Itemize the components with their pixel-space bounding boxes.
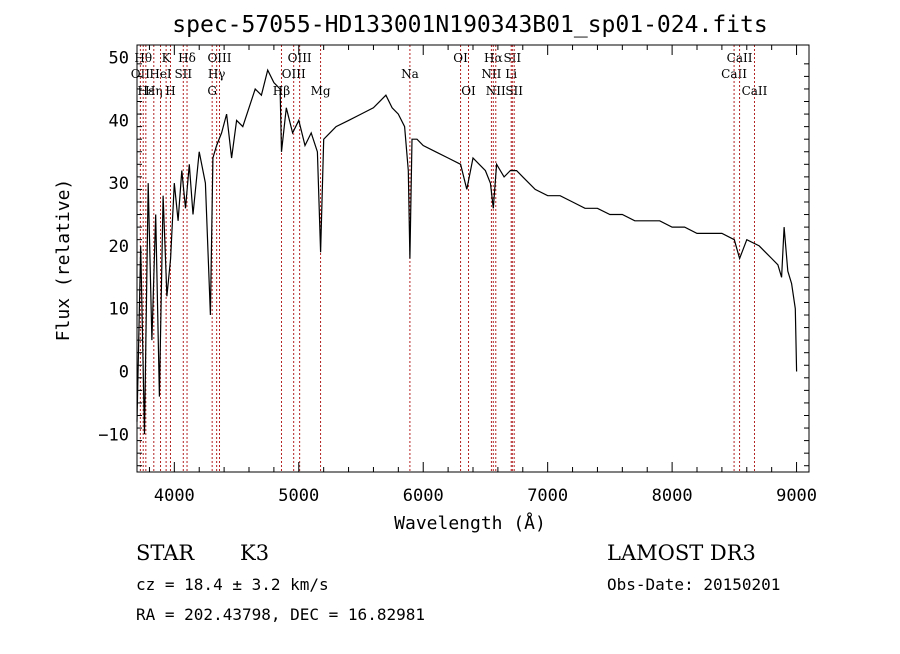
y-tick-label: 30 [109, 174, 129, 194]
line-label: CaII [742, 84, 768, 98]
x-tick-label: 6000 [403, 486, 444, 506]
line-label: OII [131, 67, 151, 81]
line-label: Na [401, 67, 419, 81]
plot-frame [136, 44, 810, 473]
survey-name: LAMOST DR3 [607, 541, 756, 565]
y-axis-label: Flux (relative) [53, 179, 74, 342]
x-axis: 4000 5000 6000 7000 8000 9000 [148, 45, 817, 506]
chart-title: spec-57055-HD133001N190343B01_sp01-024.f… [172, 12, 767, 38]
line-label: HeI [149, 67, 172, 81]
line-label: CaII [721, 67, 747, 81]
line-label: SII [505, 84, 523, 98]
y-tick-label: 40 [109, 111, 129, 131]
x-tick-label: 9000 [776, 486, 817, 506]
y-tick-label: 0 [119, 363, 129, 383]
line-label: G [207, 84, 217, 98]
object-class: STAR [136, 541, 195, 565]
x-tick-label: 5000 [278, 486, 319, 506]
line-label: Hθ [134, 51, 152, 65]
line-label: Hε [137, 84, 154, 98]
y-tick-label: 10 [109, 300, 129, 320]
y-tick-label: −10 [98, 425, 129, 445]
line-label: Hα [484, 51, 503, 65]
line-label: K [162, 51, 172, 65]
line-label: SII [174, 67, 192, 81]
object-subclass: K3 [240, 541, 269, 565]
x-tick-label: 4000 [154, 486, 195, 506]
line-label: Hβ [273, 84, 290, 98]
x-tick-label: 7000 [527, 486, 568, 506]
line-label: SII [503, 51, 521, 65]
x-tick-label: 8000 [652, 486, 693, 506]
line-label: Hη [145, 84, 163, 98]
line-label: OIII [207, 51, 231, 65]
observation-date: Obs-Date: 20150201 [607, 575, 780, 594]
line-label: OIII [282, 67, 306, 81]
line-label: H [165, 84, 175, 98]
ra-dec-coordinates: RA = 202.43798, DEC = 16.82981 [136, 605, 425, 624]
x-axis-label: Wavelength (Å) [394, 512, 546, 534]
y-tick-label: 20 [109, 237, 129, 257]
spectrum-series [136, 68, 798, 435]
spectrum-line [136, 68, 798, 435]
line-label: CaII [727, 51, 753, 65]
y-tick-label: 50 [109, 49, 129, 69]
line-label: NII [486, 84, 506, 98]
line-label: OI [453, 51, 468, 65]
line-label: OI [461, 84, 476, 98]
line-label: Mg [311, 84, 331, 98]
line-label: Hδ [178, 51, 196, 65]
line-label: OIII [288, 51, 312, 65]
line-label: NII [481, 67, 501, 81]
redshift-cz: cz = 18.4 ± 3.2 km/s [136, 575, 329, 594]
y-axis: −10 0 10 20 30 40 50 [98, 49, 809, 467]
line-label: Li [505, 67, 517, 81]
line-label: Hγ [208, 67, 226, 81]
